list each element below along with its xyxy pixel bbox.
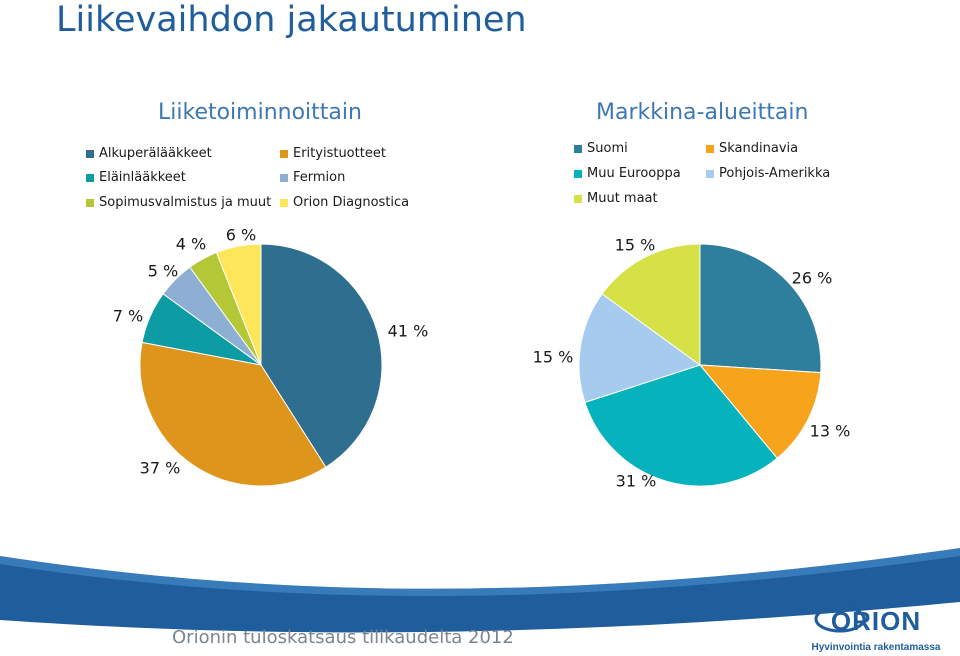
legend-label: Fermion <box>293 170 346 185</box>
data-label: 15 % <box>614 235 656 255</box>
pie-slice-skandinavia <box>698 364 822 459</box>
data-label: 15 % <box>532 347 574 367</box>
data-label: 5 % <box>147 261 179 281</box>
legend-label: Muu Eurooppa <box>587 166 681 181</box>
legend-item-pohjois-amerikka: Pohjois-Amerikka <box>706 166 830 181</box>
pie-slice-muu-eurooppa <box>584 364 778 487</box>
pie-slice-erityistuotteet <box>139 341 327 487</box>
pie-slice-orion-diagnostica <box>215 243 262 366</box>
legend-swatch <box>574 144 582 153</box>
legend-label: Skandinavia <box>719 141 799 156</box>
page-title: Liikevaihdon jakautuminen <box>56 0 527 40</box>
legend-item-sopimusvalmistus: Sopimusvalmistus ja muut <box>86 195 271 210</box>
pie-markets <box>578 243 822 487</box>
legend-swatch <box>280 149 288 158</box>
legend-label: Alkuperälääkkeet <box>99 146 212 161</box>
legend-swatch <box>86 198 94 207</box>
orion-logo: ORION Hyvinvointia rakentamassa <box>812 605 941 653</box>
legend-label: Suomi <box>587 141 628 156</box>
legend-swatch <box>280 198 288 207</box>
legend-item-erityistuotteet: Erityistuotteet <box>280 146 386 161</box>
legend-swatch <box>574 194 582 203</box>
legend-swatch <box>86 149 94 158</box>
legend-item-alkuperalaakkeet: Alkuperälääkkeet <box>86 146 212 161</box>
pie-slice-muut-maat <box>601 243 701 366</box>
data-label: 41 % <box>387 321 429 341</box>
legend-label: Eläinlääkkeet <box>99 170 186 185</box>
chart-title-business: Liiketoiminnoittain <box>158 100 362 125</box>
data-label: 31 % <box>615 471 657 491</box>
logo-wordmark: ORION <box>831 606 921 636</box>
legend-item-elainlaakkeet: Eläinlääkkeet <box>86 170 186 185</box>
pie-slice-suomi <box>699 243 822 374</box>
pie-business <box>139 243 383 487</box>
legend-item-orion-diagnostica: Orion Diagnostica <box>280 195 409 210</box>
legend-item-suomi: Suomi <box>574 141 628 156</box>
data-label: 7 % <box>112 306 144 326</box>
legend-item-fermion: Fermion <box>280 170 345 185</box>
legend-swatch <box>706 144 714 153</box>
legend-label: Muut maat <box>587 191 658 206</box>
data-label: 26 % <box>791 268 833 288</box>
logo-tagline: Hyvinvointia rakentamassa <box>812 642 941 653</box>
footer-swoosh-highlight <box>0 548 960 596</box>
legend-item-muut-maat: Muut maat <box>574 191 658 206</box>
legend-swatch <box>574 169 582 178</box>
legend-label: Orion Diagnostica <box>293 195 410 210</box>
data-label: 13 % <box>809 421 851 441</box>
legend-label: Erityistuotteet <box>293 146 386 161</box>
chart-title-markets: Markkina-alueittain <box>596 100 809 125</box>
footer-text: Orionin tuloskatsaus tilikaudelta 2012 <box>172 627 514 648</box>
legend-swatch <box>86 173 94 182</box>
legend-label: Sopimusvalmistus ja muut <box>99 195 272 210</box>
legend-swatch <box>280 173 288 182</box>
legend-item-muu-eurooppa: Muu Eurooppa <box>574 166 681 181</box>
legend-swatch <box>706 169 714 178</box>
pie-slice-pohjois-amerikka <box>578 293 702 404</box>
legend-item-skandinavia: Skandinavia <box>706 141 798 156</box>
pie-slice-alkuperälääkkeet <box>260 243 383 468</box>
data-label: 4 % <box>175 234 207 254</box>
legend-label: Pohjois-Amerikka <box>719 166 831 181</box>
data-label: 6 % <box>225 225 257 245</box>
data-label: 37 % <box>139 458 181 478</box>
